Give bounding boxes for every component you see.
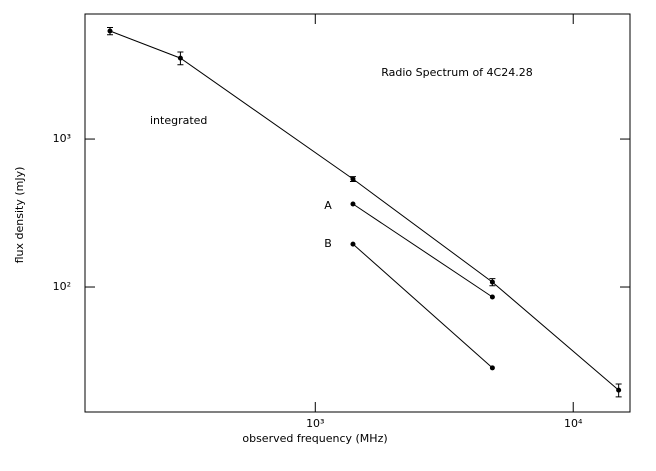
data-point	[350, 241, 356, 247]
series-line	[352, 203, 493, 298]
data-point	[489, 294, 495, 300]
chart-title: Radio Spectrum of 4C24.28	[381, 66, 532, 79]
series-label: B	[324, 237, 332, 250]
x-axis-label: observed frequency (MHz)	[242, 432, 387, 445]
x-tick-label: 10³	[306, 417, 324, 430]
data-point	[350, 176, 356, 182]
x-tick-label: 10⁴	[564, 417, 583, 430]
data-point	[489, 279, 495, 285]
y-axis-label: flux density (mJy)	[13, 167, 26, 264]
data-point	[177, 55, 183, 61]
y-tick-label: 10³	[53, 132, 71, 145]
plot-frame	[84, 13, 631, 413]
series-label: integrated	[150, 114, 207, 127]
y-tick-label: 10²	[53, 280, 71, 293]
data-point	[350, 201, 356, 207]
series-line	[109, 30, 619, 391]
series-label: A	[324, 199, 332, 212]
data-point	[489, 365, 495, 371]
series-line	[352, 243, 493, 369]
data-point	[107, 28, 113, 34]
data-point	[616, 387, 622, 393]
